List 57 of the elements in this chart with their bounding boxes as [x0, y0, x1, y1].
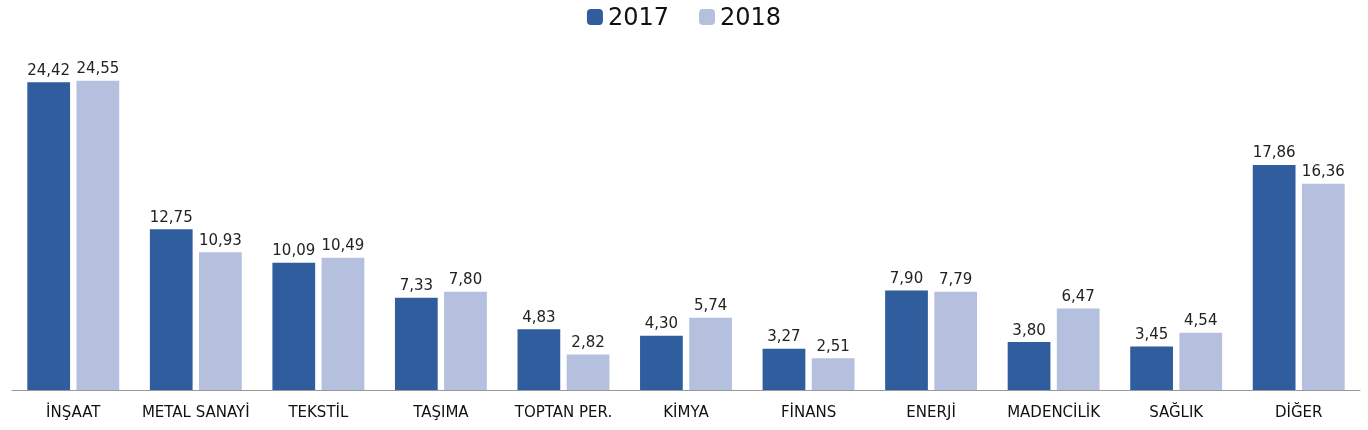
- bar: [811, 358, 855, 390]
- data-label: 4,30: [644, 314, 679, 333]
- x-tick-label: SAĞLIK: [1149, 401, 1205, 421]
- bar: [321, 257, 365, 390]
- data-label: 10,49: [321, 236, 365, 255]
- data-label: 7,80: [448, 270, 483, 289]
- data-label: 4,83: [522, 307, 556, 326]
- data-label: 7,90: [889, 268, 924, 287]
- x-tick-label: FİNANS: [780, 401, 837, 421]
- x-tick-label: ENERJİ: [906, 401, 956, 421]
- data-label: 3,27: [767, 327, 801, 346]
- bar: [272, 262, 316, 390]
- data-label: 17,86: [1252, 143, 1296, 162]
- x-tick-label: İNŞAAT: [46, 401, 102, 421]
- bar: [1130, 346, 1173, 390]
- x-tick-label: METAL SANAYİ: [141, 401, 250, 421]
- x-tick-label: TOPTAN PER.: [513, 402, 613, 421]
- bar: [1179, 332, 1223, 390]
- data-label: 3,45: [1134, 325, 1169, 344]
- bar: [1007, 342, 1051, 390]
- bar: [934, 291, 978, 390]
- bar: [689, 317, 732, 390]
- data-label: 6,47: [1061, 286, 1095, 305]
- data-label: 4,54: [1184, 311, 1218, 330]
- x-tick-label: MADENCİLİK: [1007, 401, 1102, 421]
- bar: [394, 297, 438, 390]
- bar: [199, 252, 242, 390]
- data-label: 10,93: [198, 230, 242, 249]
- bar: [27, 82, 71, 390]
- bar: [444, 291, 487, 390]
- bar: [640, 335, 683, 390]
- data-label: 5,74: [693, 296, 728, 315]
- data-label: 2,82: [571, 332, 605, 351]
- data-label: 7,79: [938, 270, 973, 289]
- data-label: 3,80: [1012, 320, 1046, 339]
- data-label: 12,75: [149, 207, 193, 226]
- data-label: 2,51: [816, 336, 850, 355]
- data-label: 24,42: [27, 60, 71, 79]
- bar: [76, 80, 120, 390]
- bar: [149, 229, 193, 390]
- bar: [762, 348, 806, 390]
- data-label: 24,55: [76, 59, 120, 78]
- bar: [517, 329, 561, 390]
- data-label: 7,33: [399, 276, 434, 295]
- bar: [566, 354, 610, 390]
- x-tick-label: TAŞIMA: [412, 402, 470, 421]
- x-tick-label: KİMYA: [663, 401, 710, 421]
- data-label: 10,09: [272, 241, 316, 260]
- bar: [1301, 183, 1345, 390]
- bar: [885, 290, 928, 390]
- data-label: 16,36: [1301, 162, 1345, 181]
- legend-label: 2017: [607, 3, 669, 31]
- legend-label: 2018: [720, 3, 782, 31]
- x-tick-label: TEKSTİL: [287, 401, 349, 421]
- x-tick-label: DİĞER: [1274, 401, 1323, 421]
- bar: [1056, 308, 1100, 390]
- bar: [1252, 164, 1296, 390]
